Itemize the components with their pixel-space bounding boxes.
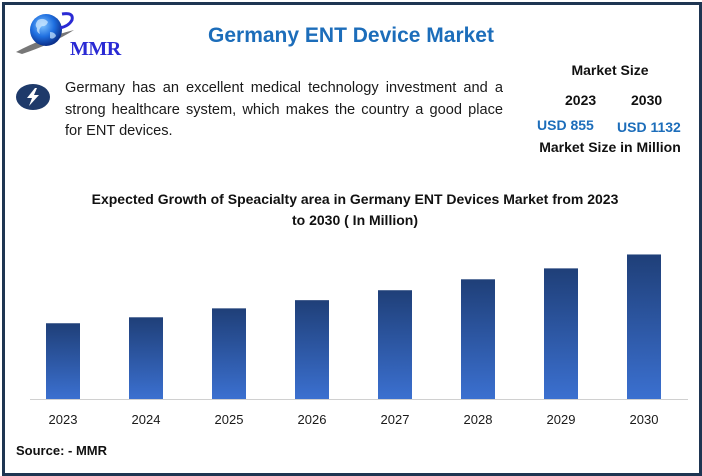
page-title: Germany ENT Device Market [208,24,494,47]
market-size-value-end: USD 1132 [617,119,681,135]
bar-2023 [46,323,80,399]
chart-title-line-2: to 2030 ( In Million) [291,212,418,228]
lightning-bolt-icon [16,84,50,110]
x-tick-label: 2030 [630,412,659,427]
x-tick-label: 2028 [464,412,493,427]
description-text: Germany has an excellent medical technol… [65,80,503,139]
x-tick-label: 2029 [547,412,576,427]
chart-title-line-1: Expected Growth of Speacialty area in Ge… [91,191,619,207]
mmr-logo: MMR [12,8,122,60]
market-size-footnote: Market Size in Million [539,139,681,155]
bar-2028 [461,279,495,399]
market-size-year-start: 2023 [565,92,597,108]
x-tick-label: 2025 [215,412,244,427]
x-tick-label: 2023 [49,412,78,427]
x-tick-label: 2026 [298,412,327,427]
source-note: Source: - MMR [16,443,107,458]
bar-2030 [627,254,661,399]
market-size-title: Market Size [571,62,649,78]
x-tick-label: 2027 [381,412,410,427]
market-size-value-start: USD 855 [537,117,594,133]
logo-text: MMR [70,38,121,60]
bar-2029 [544,268,578,399]
bar-2026 [295,300,329,399]
x-tick-label: 2024 [132,412,161,427]
bar-2027 [378,290,412,399]
market-size-year-end: 2030 [631,92,663,108]
chart-title: Expected Growth of Speacialty area in Ge… [60,189,650,231]
bar-2024 [129,317,163,399]
bar-2025 [212,308,246,399]
globe-icon [16,12,74,54]
